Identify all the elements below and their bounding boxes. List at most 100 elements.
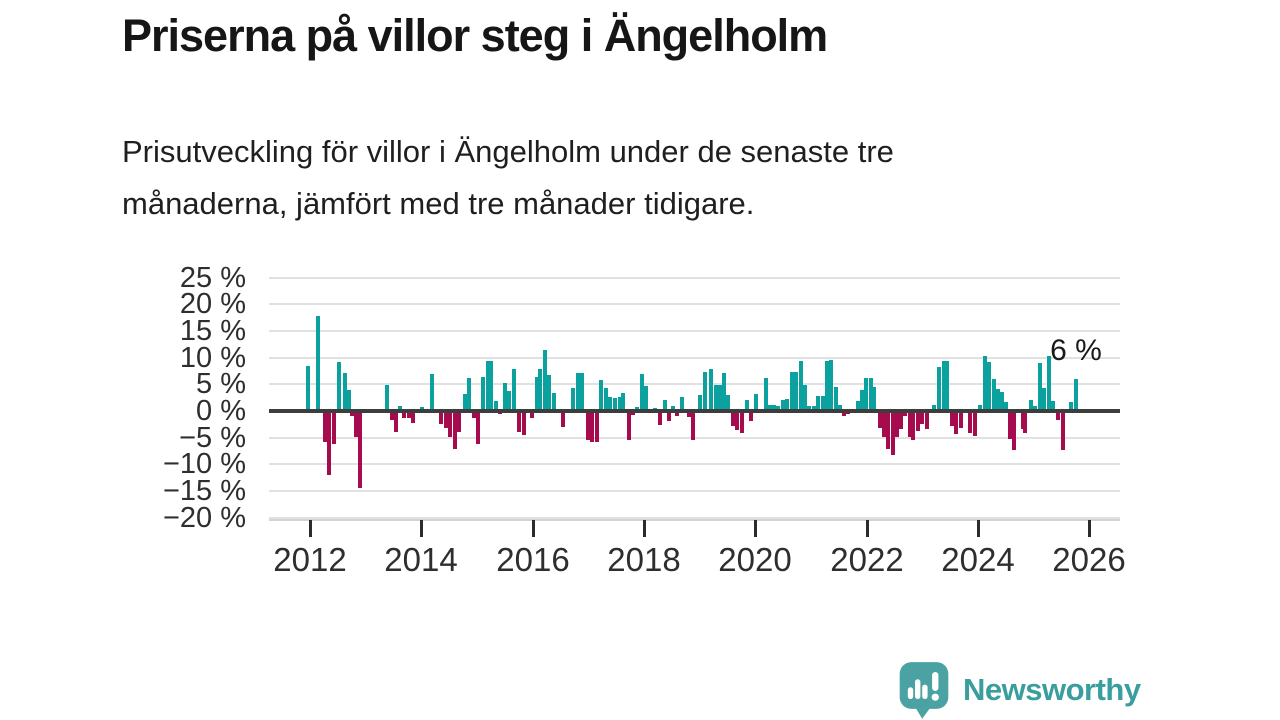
bar-positive xyxy=(996,389,1000,411)
bar-negative xyxy=(911,411,915,440)
latest-value-annotation: 6 % xyxy=(1050,334,1102,367)
bar-negative xyxy=(687,411,691,417)
bar-positive xyxy=(829,360,833,411)
bar-negative xyxy=(631,411,635,415)
bar-positive xyxy=(992,379,996,411)
bar-positive xyxy=(385,385,389,411)
bar-negative xyxy=(457,411,461,432)
x-axis-tick-label: 2014 xyxy=(384,541,458,578)
x-axis-tick-label: 2024 xyxy=(941,541,1015,578)
bar-negative xyxy=(394,411,398,432)
y-axis-tick-label: −15 % xyxy=(162,475,246,507)
bar-positive xyxy=(776,406,780,411)
x-axis-tick xyxy=(977,520,980,537)
bar-positive xyxy=(580,373,584,411)
bar-positive xyxy=(785,399,789,411)
bar-positive xyxy=(872,387,876,411)
y-axis-tick-label: 10 % xyxy=(179,342,246,374)
bar-positive xyxy=(1004,402,1008,411)
chart-subtitle-line2: månaderna, jämfört med tre månader tidig… xyxy=(122,186,755,221)
bar-positive xyxy=(937,367,941,411)
bar-negative xyxy=(522,411,526,435)
bar-positive xyxy=(834,387,838,411)
bar-positive xyxy=(745,400,749,411)
bar-negative xyxy=(891,411,895,455)
bar-positive xyxy=(1000,392,1004,411)
bar-negative xyxy=(658,411,662,425)
y-axis-tick-label: −10 % xyxy=(162,448,246,480)
bar-positive xyxy=(856,401,860,411)
bar-positive xyxy=(1029,400,1033,411)
bar-positive xyxy=(571,388,575,411)
x-axis-tick-label: 2020 xyxy=(718,541,792,578)
bar-negative xyxy=(407,411,411,418)
x-axis-tick-label: 2026 xyxy=(1052,541,1126,578)
bar-positive xyxy=(825,361,829,411)
bar-positive xyxy=(764,378,768,411)
bar-positive xyxy=(718,385,722,411)
bar-negative xyxy=(444,411,448,428)
bar-negative xyxy=(920,411,924,424)
bar-positive xyxy=(1038,363,1042,411)
y-axis-tick-label: −20 % xyxy=(162,502,246,534)
bar-positive xyxy=(467,378,471,411)
bar-negative xyxy=(973,411,977,436)
x-axis-tick-label: 2022 xyxy=(830,541,904,578)
chart-subtitle: Prisutveckling för villor i Ängelholm un… xyxy=(122,126,894,230)
bar-negative xyxy=(731,411,735,426)
bar-negative xyxy=(954,411,958,434)
bar-positive xyxy=(812,406,816,411)
bar-negative xyxy=(1056,411,1060,420)
bar-negative xyxy=(968,411,972,433)
bar-positive xyxy=(1069,402,1073,411)
bar-negative xyxy=(1012,411,1016,450)
bar-negative xyxy=(627,411,631,440)
bar-positive xyxy=(838,405,842,411)
bar-negative xyxy=(448,411,452,437)
page-title: Priserna på villor steg i Ängelholm xyxy=(122,10,828,61)
bar-negative xyxy=(882,411,886,437)
newsworthy-logo: Newsworthy xyxy=(897,660,1141,720)
bar-positive xyxy=(347,390,351,411)
bar-positive xyxy=(547,375,551,411)
bar-negative xyxy=(740,411,744,433)
bar-negative xyxy=(358,411,362,488)
bar-negative xyxy=(749,411,753,421)
x-axis-tick xyxy=(866,520,869,537)
x-axis-tick xyxy=(420,520,423,537)
bar-negative xyxy=(453,411,457,449)
bar-positive xyxy=(538,369,542,411)
bar-positive xyxy=(1033,406,1037,411)
bar-positive xyxy=(663,400,667,411)
bar-positive xyxy=(1051,401,1055,411)
x-axis-tick xyxy=(1088,520,1091,537)
bar-positive xyxy=(486,361,490,411)
y-axis-tick-label: −5 % xyxy=(179,422,246,454)
bar-positive xyxy=(494,401,498,411)
bar-positive xyxy=(640,374,644,411)
y-axis-tick-label: 20 % xyxy=(179,288,246,320)
bar-positive xyxy=(722,373,726,411)
bar-positive xyxy=(754,394,758,411)
bar-negative xyxy=(959,411,963,428)
bar-positive xyxy=(816,396,820,411)
bar-positive xyxy=(1042,388,1046,411)
bar-negative xyxy=(350,411,354,416)
bar-positive xyxy=(489,361,493,411)
bar-positive xyxy=(512,369,516,411)
bar-positive xyxy=(599,380,603,411)
bar-positive xyxy=(1074,379,1078,411)
bar-negative xyxy=(332,411,336,444)
bar-positive xyxy=(671,406,675,411)
bar-positive xyxy=(503,383,507,411)
bar-positive xyxy=(680,397,684,411)
bar-negative xyxy=(476,411,480,444)
bar-negative xyxy=(390,411,394,420)
bar-negative xyxy=(354,411,358,437)
bar-positive xyxy=(337,362,341,411)
bar-negative xyxy=(327,411,331,475)
bar-positive xyxy=(799,361,803,411)
bar-positive xyxy=(803,385,807,411)
bar-negative xyxy=(878,411,882,428)
